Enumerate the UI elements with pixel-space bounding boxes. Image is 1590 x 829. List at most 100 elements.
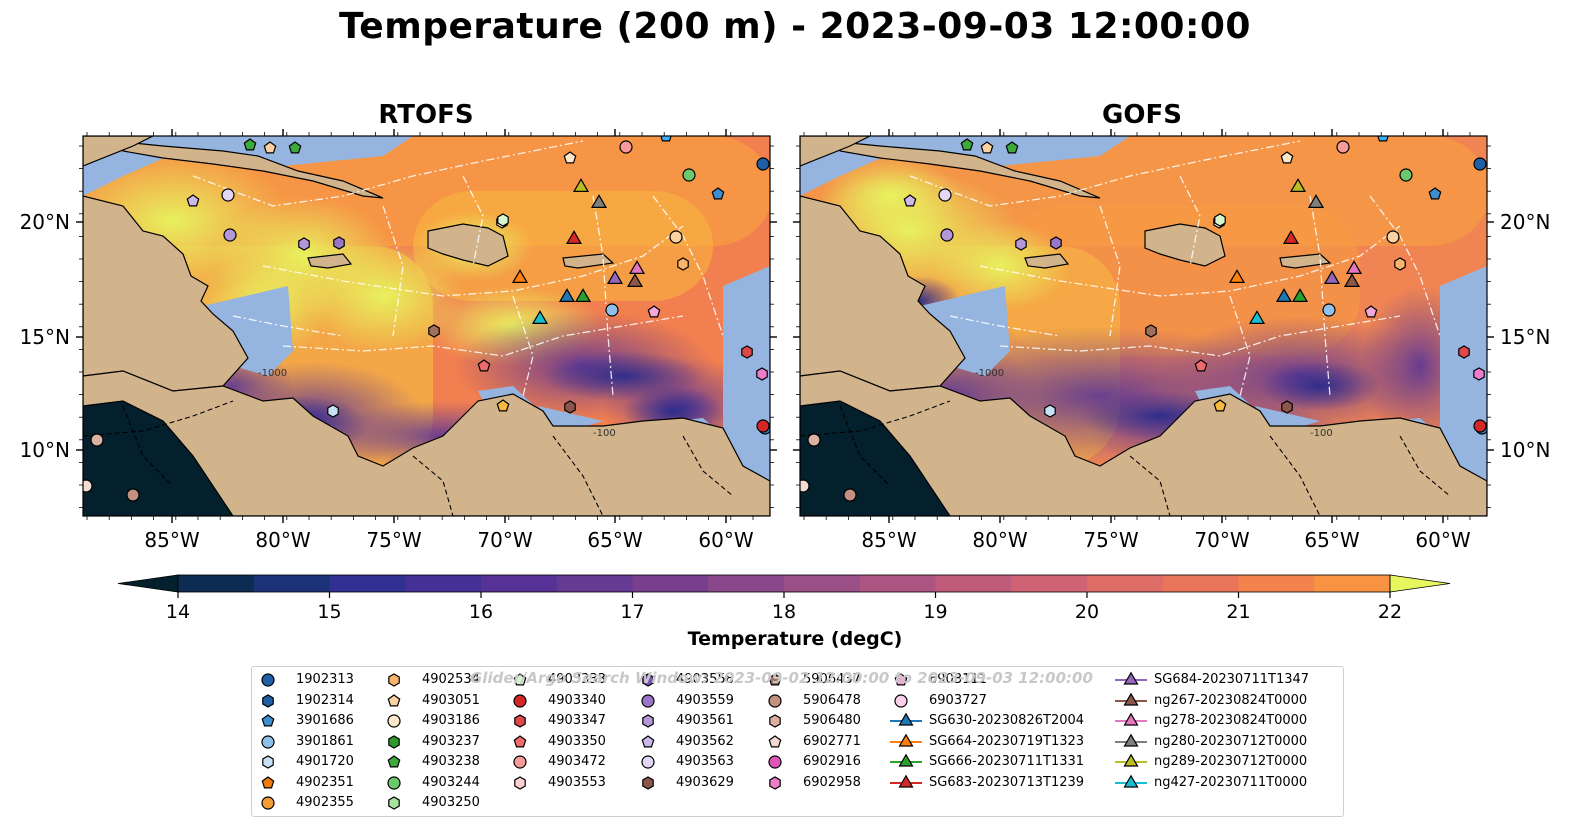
- argo-float-marker: [1044, 404, 1056, 418]
- hexagon-marker-icon: [262, 693, 274, 708]
- glider-marker: [1228, 269, 1246, 283]
- argo-legend-icon: [387, 775, 401, 790]
- argo-legend-icon: [387, 693, 401, 706]
- hexagon-marker-icon: [388, 734, 400, 749]
- map-frame-rtofs: [82, 135, 771, 517]
- legend-item-label: 5906478: [803, 692, 861, 708]
- argo-float-marker: [1214, 213, 1226, 227]
- argo-float-marker: [223, 228, 237, 242]
- argo-float-marker: [1473, 157, 1487, 171]
- colorbar-segment: [1314, 575, 1391, 592]
- argo-legend-icon: [513, 734, 527, 747]
- argo-float-marker: [711, 187, 725, 200]
- argo-float-marker: [677, 257, 689, 271]
- glider-marker: [558, 288, 576, 302]
- hexagon-marker-icon: [642, 673, 654, 687]
- argo-float-marker: [1364, 305, 1378, 318]
- legend-item-label: 4903350: [548, 733, 606, 749]
- glider-legend-icon: [890, 753, 922, 767]
- argo-float-marker: [564, 400, 576, 414]
- legend-item-label: 4903553: [548, 774, 606, 790]
- longitude-tick-label: 80°W: [255, 528, 310, 552]
- longitude-tick-label: 80°W: [972, 528, 1027, 552]
- argo-float-marker: [1145, 324, 1157, 338]
- argo-float-marker: [843, 488, 857, 502]
- legend-item-label: 4902534: [422, 672, 480, 687]
- legend-item-label: 5906437: [803, 672, 861, 687]
- colorbar-segment: [708, 575, 785, 592]
- argo-legend-icon: [261, 734, 275, 749]
- longitude-tick-label: 60°W: [1415, 528, 1470, 552]
- contour-label: -1000: [258, 368, 287, 379]
- hexagon-marker-icon: [262, 755, 274, 769]
- argo-float-marker: [186, 194, 200, 207]
- hexagon-marker-icon: [769, 714, 781, 728]
- legend-item-label: ng278-20230824T0000: [1154, 713, 1308, 728]
- pentagon-marker-icon: [261, 714, 275, 727]
- argo-float-marker: [800, 479, 810, 493]
- land-mass: [1279, 253, 1332, 269]
- land-mass: [83, 370, 770, 516]
- glider-marker: [511, 269, 529, 283]
- legend-item-label: ng280-20230712T0000: [1154, 733, 1308, 749]
- colorbar-segment: [1162, 575, 1239, 592]
- argo-float-marker: [605, 303, 619, 317]
- argo-float-marker: [1473, 419, 1487, 433]
- longitude-tick-label: 60°W: [698, 528, 753, 552]
- pentagon-marker-icon: [513, 673, 527, 686]
- longitude-tick-label: 65°W: [1304, 528, 1359, 552]
- argo-float-marker: [563, 151, 577, 164]
- triangle-marker-icon: [898, 774, 914, 788]
- argo-legend-icon: [514, 775, 526, 790]
- glider-legend-icon: [1115, 712, 1147, 726]
- land-mass: [562, 253, 615, 269]
- glider-legend-icon: [890, 733, 922, 747]
- argo-legend-icon: [514, 714, 526, 728]
- colorbar-tick-label: 18: [772, 601, 796, 622]
- argo-float-marker: [1005, 141, 1019, 154]
- triangle-marker-icon: [898, 733, 914, 747]
- argo-legend-icon: [387, 714, 401, 728]
- figure-title: Temperature (200 m) - 2023-09-03 12:00:0…: [339, 6, 1251, 47]
- argo-float-marker: [1473, 367, 1485, 381]
- glider-marker: [1275, 288, 1293, 302]
- argo-legend-icon: [642, 775, 654, 790]
- map-panel-rtofs: -1000 -100: [83, 136, 770, 516]
- hexagon-marker-icon: [642, 714, 654, 728]
- argo-float-marker: [938, 188, 952, 202]
- argo-legend-icon: [894, 673, 908, 686]
- hexagon-marker-icon: [388, 796, 400, 810]
- glider-marker: [531, 310, 549, 324]
- colorbar-tick-label: 20: [1075, 601, 1099, 622]
- pentagon-marker-icon: [387, 755, 401, 768]
- glider-legend-icon: [1115, 671, 1147, 685]
- latitude-tick-label: 10°N: [20, 438, 70, 462]
- legend-item-label: 6903111: [929, 672, 987, 687]
- argo-float-marker: [126, 488, 140, 502]
- argo-legend-icon: [641, 755, 655, 769]
- contour-label: -1000: [975, 368, 1004, 379]
- panel-title-rtofs: RTOFS: [378, 100, 474, 130]
- argo-float-marker: [1386, 230, 1400, 244]
- argo-legend-icon: [768, 734, 782, 747]
- triangle-marker-icon: [1123, 692, 1139, 706]
- colorbar: 14 15 16 17 18 19 20 21 22: [117, 574, 1451, 622]
- argo-float-marker: [243, 138, 257, 151]
- colorbar-segment: [632, 575, 709, 592]
- latitude-tick-label: 20°N: [20, 210, 70, 234]
- colorbar-tick-label: 19: [923, 601, 947, 622]
- colorbar-tick-label: 14: [166, 601, 190, 622]
- colorbar-tick-label: 22: [1378, 601, 1402, 622]
- argo-legend-icon: [513, 693, 527, 708]
- colorbar-segment: [1087, 575, 1164, 592]
- pentagon-marker-icon: [768, 734, 782, 747]
- glider-marker: [574, 288, 592, 302]
- argo-legend-icon: [768, 693, 782, 708]
- argo-float-marker: [1050, 236, 1062, 250]
- map-panel-gofs: -1000 -100: [800, 136, 1487, 516]
- circle-marker-icon: [261, 734, 275, 749]
- land-mass: [800, 370, 1487, 516]
- argo-float-marker: [1377, 136, 1389, 142]
- legend-item-label: 4902351: [296, 774, 354, 790]
- circle-marker-icon: [513, 755, 527, 769]
